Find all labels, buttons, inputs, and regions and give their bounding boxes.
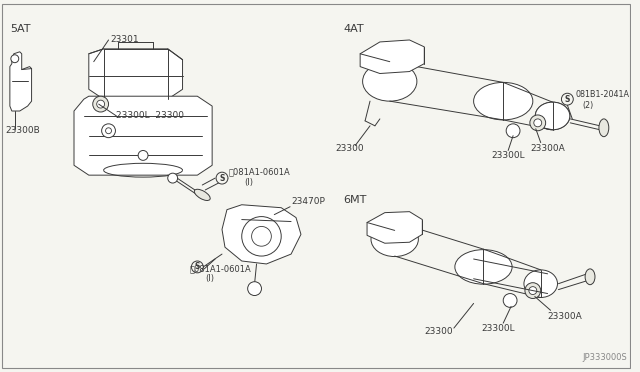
Circle shape xyxy=(11,55,19,62)
Text: 23470P: 23470P xyxy=(291,197,325,206)
Text: 23300L: 23300L xyxy=(492,151,525,160)
Polygon shape xyxy=(89,49,182,99)
Text: 23300A: 23300A xyxy=(548,312,582,321)
Text: (I): (I) xyxy=(205,274,214,283)
Text: 5AT: 5AT xyxy=(10,24,30,34)
Text: 6MT: 6MT xyxy=(344,195,367,205)
Ellipse shape xyxy=(455,250,512,284)
Circle shape xyxy=(525,283,541,298)
Polygon shape xyxy=(74,96,212,175)
Text: (2): (2) xyxy=(582,100,593,110)
Circle shape xyxy=(191,261,204,273)
Circle shape xyxy=(102,124,115,138)
Ellipse shape xyxy=(585,269,595,285)
Polygon shape xyxy=(222,205,301,264)
Ellipse shape xyxy=(195,189,210,201)
Text: 23300: 23300 xyxy=(335,144,364,153)
Circle shape xyxy=(242,217,281,256)
Circle shape xyxy=(534,119,541,127)
Ellipse shape xyxy=(371,222,419,257)
Ellipse shape xyxy=(524,270,557,298)
Circle shape xyxy=(106,128,111,134)
Circle shape xyxy=(506,124,520,138)
Text: 23301: 23301 xyxy=(111,35,139,45)
Text: Ⓢ081A1-0601A: Ⓢ081A1-0601A xyxy=(229,168,291,177)
Circle shape xyxy=(248,282,262,295)
Polygon shape xyxy=(10,52,31,111)
Text: S: S xyxy=(564,94,570,104)
Text: S: S xyxy=(220,174,225,183)
Polygon shape xyxy=(367,212,422,243)
Text: 4AT: 4AT xyxy=(344,24,364,34)
Circle shape xyxy=(168,173,178,183)
Circle shape xyxy=(138,151,148,160)
Text: 23300: 23300 xyxy=(424,327,453,336)
Circle shape xyxy=(503,294,517,307)
Ellipse shape xyxy=(474,82,533,120)
Circle shape xyxy=(561,93,573,105)
Text: Ⓢ081A1-0601A: Ⓢ081A1-0601A xyxy=(189,264,251,273)
Circle shape xyxy=(529,287,537,295)
Ellipse shape xyxy=(535,102,570,130)
Text: JP333000S: JP333000S xyxy=(582,353,627,362)
Text: 23300L  23300: 23300L 23300 xyxy=(116,112,184,121)
Ellipse shape xyxy=(363,62,417,101)
Text: 081B1-2041A: 081B1-2041A xyxy=(575,90,629,99)
Circle shape xyxy=(530,115,546,131)
Text: (I): (I) xyxy=(244,177,253,186)
Circle shape xyxy=(216,172,228,184)
Ellipse shape xyxy=(599,119,609,137)
Circle shape xyxy=(93,96,109,112)
Polygon shape xyxy=(360,40,424,74)
Text: S: S xyxy=(195,262,200,272)
Circle shape xyxy=(97,100,104,108)
Circle shape xyxy=(252,227,271,246)
Text: 23300B: 23300B xyxy=(5,126,40,135)
Text: 23300A: 23300A xyxy=(531,144,566,153)
Text: 23300L: 23300L xyxy=(481,324,515,333)
